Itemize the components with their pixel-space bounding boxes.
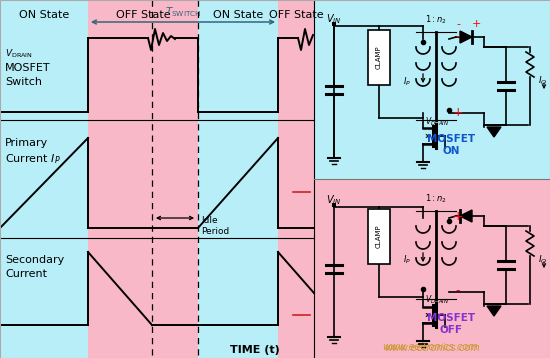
Text: $I_O$: $I_O$ xyxy=(538,254,547,266)
Text: $V_{DRAIN}$: $V_{DRAIN}$ xyxy=(425,294,449,306)
Bar xyxy=(198,0,278,358)
Text: -: - xyxy=(456,285,460,297)
Bar xyxy=(332,22,336,26)
Text: CLAMP: CLAMP xyxy=(376,224,382,248)
Bar xyxy=(314,179,550,358)
Text: +: + xyxy=(471,19,481,29)
Text: Current: Current xyxy=(5,269,47,279)
Text: Switch: Switch xyxy=(5,77,42,87)
Text: ON State: ON State xyxy=(19,10,69,20)
Bar xyxy=(368,209,390,264)
Text: Secondary: Secondary xyxy=(5,255,64,265)
Polygon shape xyxy=(460,210,472,222)
Text: +: + xyxy=(453,209,463,223)
Bar xyxy=(0,0,88,358)
Text: OFF State: OFF State xyxy=(116,10,170,20)
Text: www.eetronics.com: www.eetronics.com xyxy=(384,343,480,353)
Text: $V_{IN}$: $V_{IN}$ xyxy=(326,193,342,207)
Text: $1:n_2$: $1:n_2$ xyxy=(425,193,447,205)
Bar xyxy=(332,203,336,207)
Text: Idle
Period: Idle Period xyxy=(201,216,229,236)
Text: -: - xyxy=(456,19,460,29)
Bar xyxy=(278,0,314,358)
Text: www.eetronics.com: www.eetronics.com xyxy=(382,342,478,352)
Polygon shape xyxy=(487,306,501,316)
Text: $T_{\mathregular{SWITCH}}$: $T_{\mathregular{SWITCH}}$ xyxy=(165,5,201,19)
Text: OFF State: OFF State xyxy=(269,10,323,20)
Text: $V_{\mathregular{DRAIN}}$: $V_{\mathregular{DRAIN}}$ xyxy=(5,48,32,61)
Text: -: - xyxy=(456,30,460,44)
Text: +: + xyxy=(453,106,463,118)
Text: CLAMP: CLAMP xyxy=(376,45,382,69)
Text: $V_{DRAIN}$: $V_{DRAIN}$ xyxy=(425,116,449,129)
Polygon shape xyxy=(460,31,472,43)
Text: MOSFET: MOSFET xyxy=(5,63,51,73)
Text: $V_{IN}$: $V_{IN}$ xyxy=(326,12,342,26)
Text: MOSFET
ON: MOSFET ON xyxy=(427,134,475,156)
Text: Primary: Primary xyxy=(5,138,48,148)
Bar xyxy=(314,0,550,179)
Text: MOSFET
OFF: MOSFET OFF xyxy=(427,313,475,335)
Text: $1:n_2$: $1:n_2$ xyxy=(425,14,447,26)
Text: TIME (t): TIME (t) xyxy=(230,345,280,355)
Bar xyxy=(88,0,198,358)
Text: $I_P$: $I_P$ xyxy=(403,75,411,87)
Text: $I_P$: $I_P$ xyxy=(403,254,411,266)
Text: $I_O$: $I_O$ xyxy=(538,75,547,87)
Text: Current $I_P$: Current $I_P$ xyxy=(5,152,60,166)
Polygon shape xyxy=(487,127,501,137)
Bar xyxy=(368,30,390,85)
Text: ON State: ON State xyxy=(213,10,263,20)
